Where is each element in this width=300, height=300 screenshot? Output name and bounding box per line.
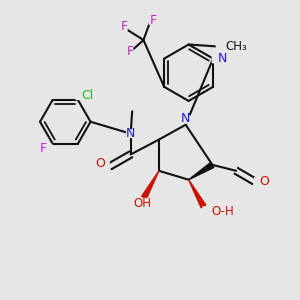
Text: Cl: Cl xyxy=(82,88,94,102)
Text: N: N xyxy=(218,52,227,65)
Text: F: F xyxy=(40,142,47,155)
Polygon shape xyxy=(142,171,159,199)
FancyBboxPatch shape xyxy=(44,144,52,152)
FancyBboxPatch shape xyxy=(254,177,262,185)
Text: O: O xyxy=(95,158,105,170)
Text: OH: OH xyxy=(134,197,152,210)
FancyBboxPatch shape xyxy=(181,115,190,124)
Polygon shape xyxy=(189,180,206,208)
FancyBboxPatch shape xyxy=(102,160,110,169)
Text: F: F xyxy=(120,20,128,33)
FancyBboxPatch shape xyxy=(216,42,232,51)
Polygon shape xyxy=(189,162,214,180)
FancyBboxPatch shape xyxy=(148,17,156,25)
FancyBboxPatch shape xyxy=(120,24,128,32)
Text: N: N xyxy=(126,127,135,140)
Text: F: F xyxy=(127,45,134,58)
FancyBboxPatch shape xyxy=(126,129,135,138)
Text: CH₃: CH₃ xyxy=(225,40,247,53)
FancyBboxPatch shape xyxy=(212,54,222,63)
Text: O-H: O-H xyxy=(211,205,234,218)
FancyBboxPatch shape xyxy=(126,47,134,55)
FancyBboxPatch shape xyxy=(75,91,86,100)
FancyBboxPatch shape xyxy=(136,198,149,207)
Text: N: N xyxy=(181,112,190,125)
Text: O: O xyxy=(259,175,269,188)
Text: F: F xyxy=(149,14,157,27)
FancyBboxPatch shape xyxy=(202,206,218,215)
